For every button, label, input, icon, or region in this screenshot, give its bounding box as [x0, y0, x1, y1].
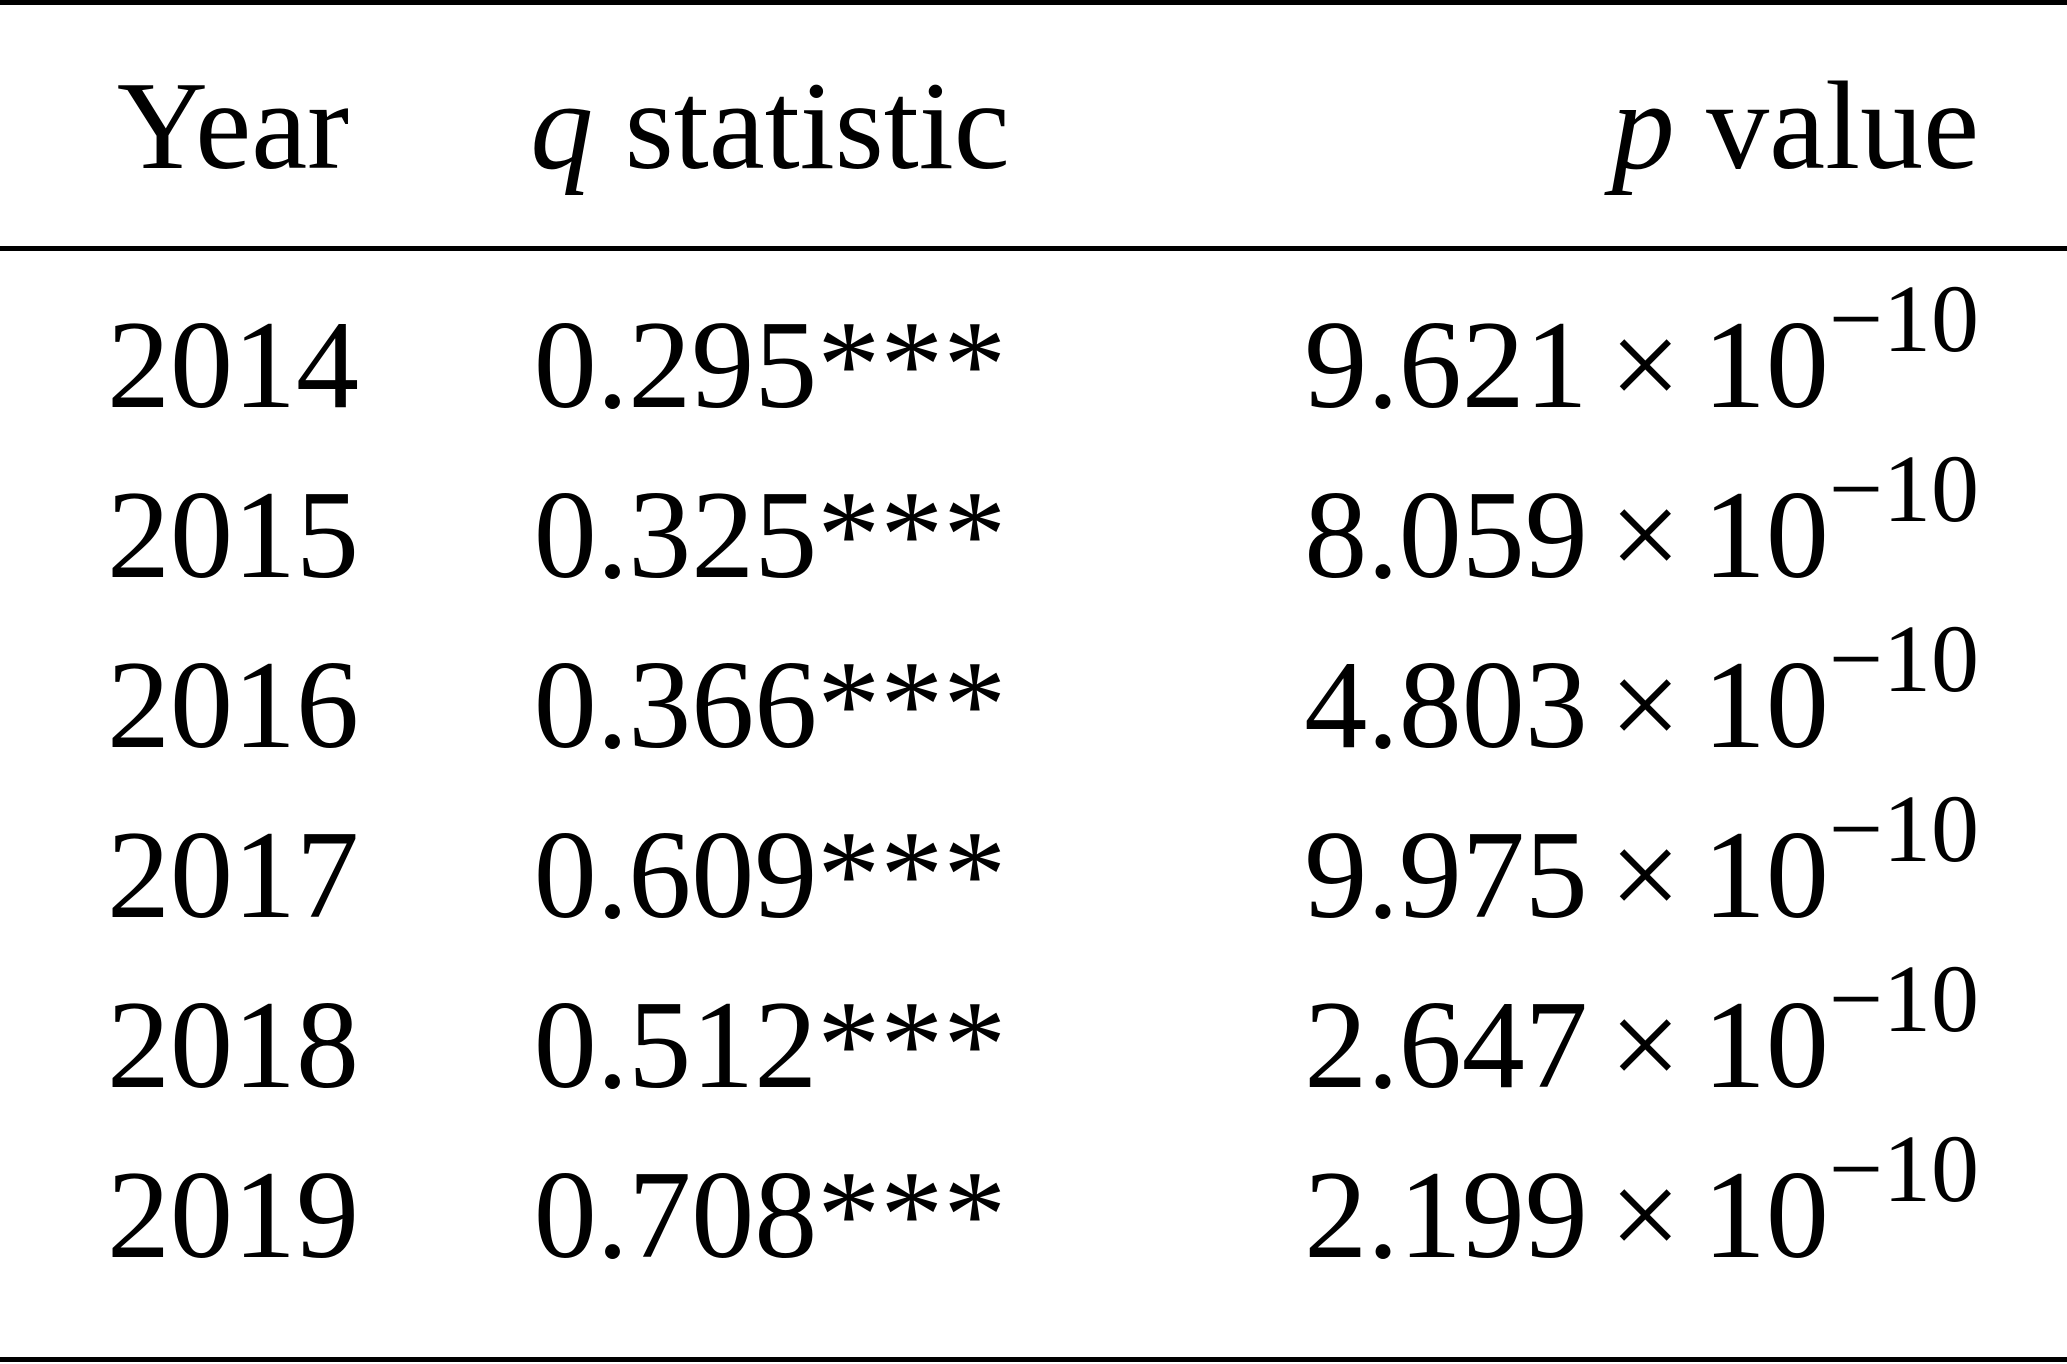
bottom-rule: [0, 1357, 2067, 1362]
top-rule: [0, 0, 2067, 5]
cell-q-statistic: 0.708***: [533, 1146, 1007, 1285]
p-mantissa: 2.647: [1304, 976, 1588, 1115]
cell-p-value: 4.803 × 10−10: [1079, 611, 1979, 769]
cell-p-value: 8.059 × 10−10: [1079, 441, 1979, 599]
p-base: 10: [1702, 1146, 1829, 1285]
p-exponent: −10: [1828, 1115, 1979, 1222]
header-year: Year: [116, 57, 350, 196]
cell-p-value: 9.975 × 10−10: [1079, 781, 1979, 939]
times-sign: ×: [1609, 636, 1681, 775]
header-rule: [0, 246, 2067, 251]
p-mantissa: 2.199: [1304, 1146, 1588, 1285]
p-exponent: −10: [1828, 945, 1979, 1052]
cell-q-statistic: 0.609***: [533, 806, 1007, 945]
p-exponent: −10: [1828, 265, 1979, 372]
cell-q-statistic: 0.512***: [533, 976, 1007, 1115]
p-exponent: −10: [1828, 435, 1979, 542]
cell-q-statistic: 0.366***: [533, 636, 1007, 775]
cell-year: 2015: [107, 466, 359, 605]
header-q-statistic: q statistic: [520, 64, 1020, 190]
q-symbol: q: [530, 57, 594, 196]
p-symbol: p: [1611, 57, 1675, 196]
p-mantissa: 4.803: [1304, 636, 1588, 775]
p-mantissa: 9.621: [1304, 296, 1588, 435]
cell-year: 2016: [107, 636, 359, 775]
p-mantissa: 9.975: [1304, 806, 1588, 945]
p-base: 10: [1702, 466, 1829, 605]
times-sign: ×: [1609, 466, 1681, 605]
cell-year: 2014: [107, 296, 359, 435]
cell-p-value: 2.647 × 10−10: [1079, 951, 1979, 1109]
p-base: 10: [1702, 806, 1829, 945]
header-p-value: p value: [1079, 64, 1979, 190]
cell-p-value: 9.621 × 10−10: [1079, 271, 1979, 429]
times-sign: ×: [1609, 806, 1681, 945]
cell-q-statistic: 0.325***: [533, 466, 1007, 605]
p-value-label: value: [1706, 57, 1979, 196]
q-statistic-label: statistic: [624, 57, 1010, 196]
times-sign: ×: [1609, 296, 1681, 435]
p-base: 10: [1702, 296, 1829, 435]
cell-year: 2017: [107, 806, 359, 945]
times-sign: ×: [1609, 976, 1681, 1115]
cell-year: 2018: [107, 976, 359, 1115]
p-exponent: −10: [1828, 775, 1979, 882]
p-base: 10: [1702, 636, 1829, 775]
p-exponent: −10: [1828, 605, 1979, 712]
times-sign: ×: [1609, 1146, 1681, 1285]
cell-p-value: 2.199 × 10−10: [1079, 1121, 1979, 1279]
cell-q-statistic: 0.295***: [533, 296, 1007, 435]
p-mantissa: 8.059: [1304, 466, 1588, 605]
p-base: 10: [1702, 976, 1829, 1115]
cell-year: 2019: [107, 1146, 359, 1285]
